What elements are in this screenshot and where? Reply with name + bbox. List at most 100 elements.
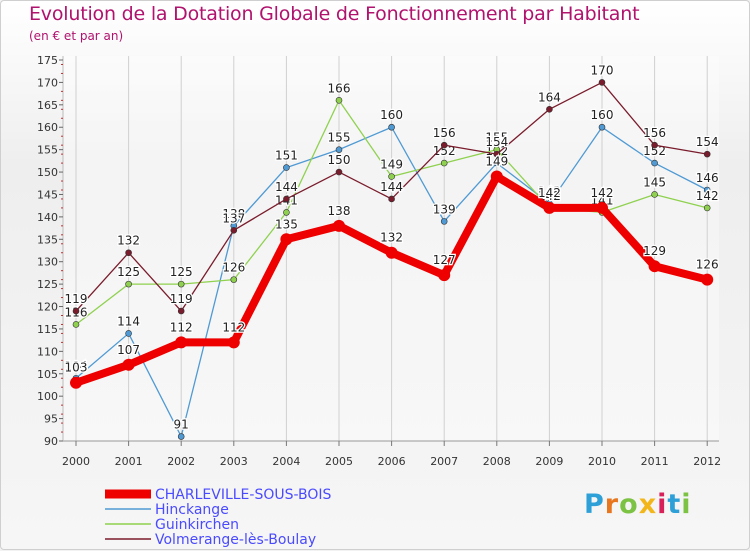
data-label: 107 (117, 343, 140, 357)
data-label: 156 (433, 126, 456, 140)
y-tick-label: 155 (37, 144, 58, 157)
data-point (333, 219, 345, 232)
data-label: 150 (328, 153, 351, 167)
data-point (493, 150, 501, 158)
data-label: 144 (275, 180, 298, 194)
data-label: 103 (65, 361, 88, 375)
data-label: 143 (538, 184, 561, 198)
data-label: 125 (117, 265, 140, 279)
y-tick-label: 145 (37, 188, 58, 201)
y-tick-label: 160 (37, 121, 58, 134)
data-label: 127 (433, 253, 456, 267)
data-label: 119 (65, 292, 88, 306)
data-label: 138 (222, 207, 245, 221)
data-point (283, 209, 290, 216)
data-label: 166 (328, 81, 351, 95)
data-label: 138 (328, 204, 351, 218)
data-label: 104 (65, 359, 88, 373)
series-hinckange: 104 114 91 138 151 155 160 139 152 143 160 152 146 (63, 107, 720, 440)
data-point (543, 201, 556, 214)
y-tick-label: 125 (37, 278, 58, 291)
y-tick-label: 95 (44, 413, 58, 426)
data-label: 132 (380, 231, 403, 245)
data-point (703, 186, 711, 194)
y-tick-label: 130 (37, 256, 58, 269)
data-point (335, 97, 343, 104)
data-label: 112 (170, 320, 193, 334)
x-tick-label: 2001 (115, 455, 143, 468)
logo-letter: o (619, 489, 639, 520)
data-label: 146 (696, 171, 719, 185)
logo-letter: i (681, 489, 692, 520)
data-label: 142 (591, 186, 614, 200)
x-tick-label: 2008 (483, 455, 511, 468)
data-label: 112 (222, 320, 245, 334)
data-point (177, 280, 185, 288)
x-tick-label: 2006 (378, 455, 406, 468)
y-tick-label: 140 (37, 211, 58, 224)
data-label: 160 (380, 108, 403, 122)
x-tick-label: 2010 (588, 455, 616, 468)
x-tick-label: 2004 (272, 455, 300, 468)
data-label: 156 (643, 126, 666, 140)
data-label: 125 (170, 265, 193, 279)
legend-label: CHARLEVILLE-SOUS-BOIS (155, 487, 332, 503)
data-point (283, 195, 290, 203)
logo-letter: t (667, 489, 682, 520)
y-tick-label: 170 (37, 76, 58, 89)
data-label: 142 (538, 186, 561, 200)
y-tick-label: 105 (37, 368, 58, 381)
data-point (388, 195, 395, 203)
data-label: 152 (433, 144, 456, 158)
data-label: 152 (643, 144, 666, 158)
data-point (125, 249, 132, 257)
data-point (280, 233, 293, 246)
data-point (177, 307, 185, 315)
data-point (125, 280, 132, 288)
data-point (72, 307, 80, 315)
data-label: 155 (328, 131, 351, 145)
y-tick-label: 115 (37, 323, 58, 336)
data-point (72, 321, 80, 328)
data-label: 142 (696, 189, 719, 203)
y-tick-label: 135 (37, 233, 58, 246)
y-tick-label: 90 (44, 435, 58, 448)
data-point (703, 204, 711, 212)
data-point (493, 159, 501, 167)
logo-letter: r (604, 489, 620, 520)
data-label: 126 (696, 258, 719, 272)
data-label: 170 (591, 63, 614, 77)
series-charleville-sous-bois: 103 107 112 112 135 138 132 127 149 142 142 129 126 (63, 153, 720, 389)
data-label: 144 (380, 180, 403, 194)
series-volmerange-l-s-boulay: 119 132 119 137 144 150 144 156 154 164 170 156 154 (63, 62, 720, 315)
data-label: 137 (222, 211, 245, 225)
data-label: 91 (174, 418, 189, 432)
legend-label: Guinkirchen (155, 517, 239, 533)
data-point (438, 269, 451, 282)
data-point (651, 191, 658, 198)
data-point (177, 433, 185, 440)
data-point (283, 164, 290, 171)
data-point (440, 141, 448, 149)
legend-label: Hinckange (155, 502, 229, 518)
data-label: 145 (643, 175, 666, 189)
x-tick-label: 2000 (62, 455, 90, 468)
data-point (701, 273, 714, 286)
data-label: 132 (117, 234, 140, 248)
data-point (546, 106, 553, 113)
y-tick-label: 175 (37, 54, 58, 67)
data-point (230, 227, 238, 234)
x-tick-label: 2003 (220, 455, 248, 468)
y-tick-label: 150 (37, 166, 58, 179)
data-point (598, 79, 606, 86)
data-point (598, 123, 606, 131)
data-label: 139 (433, 202, 456, 216)
data-label: 154 (696, 135, 719, 149)
y-tick-label: 110 (37, 345, 58, 358)
data-label: 160 (591, 108, 614, 122)
series-guinkirchen: 116125125126141166149152155142141145142 (63, 80, 720, 328)
y-tick-label: 120 (37, 301, 58, 314)
data-point (227, 336, 240, 349)
